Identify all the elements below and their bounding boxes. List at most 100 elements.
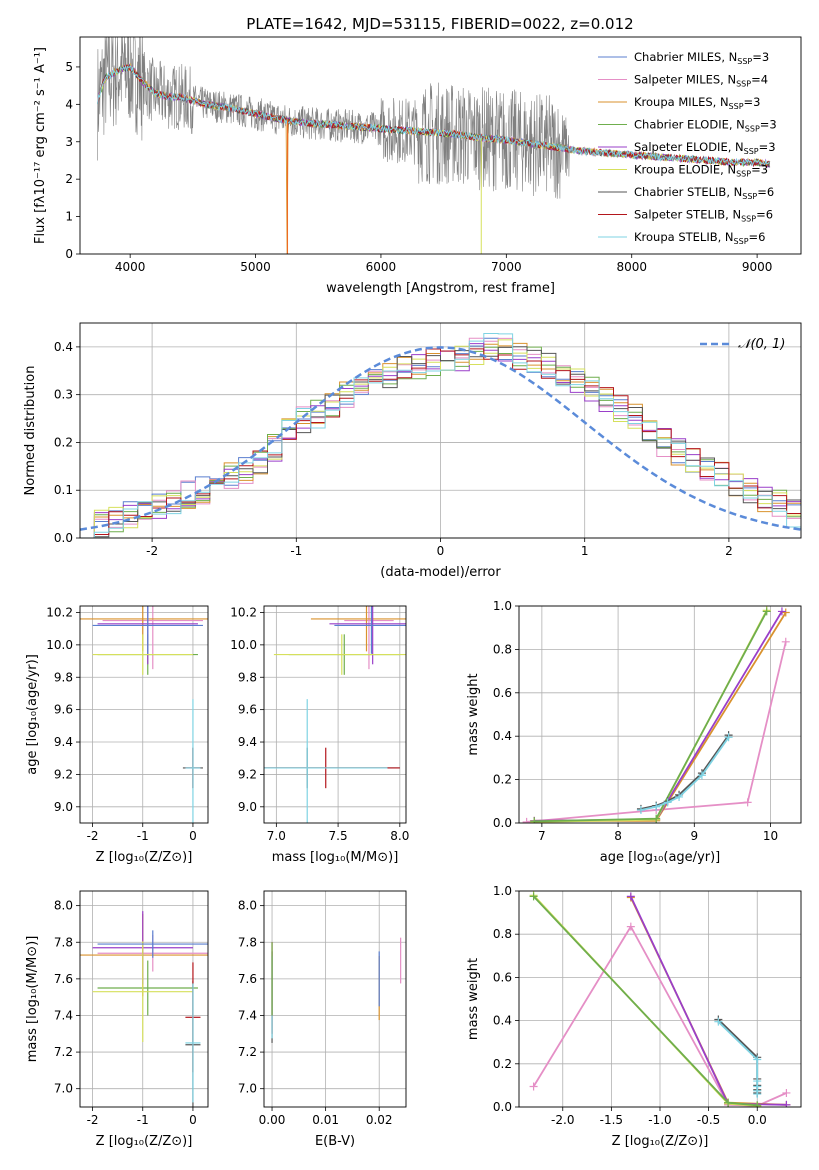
x-tick-label: -1 [137,829,149,843]
mass-weight-point [753,1101,762,1107]
y-tick-label: 0.4 [493,729,512,743]
y-tick-label: 0.6 [493,970,512,984]
y-tick-label: 0.0 [493,816,512,830]
y-tick-label: 0.6 [493,686,512,700]
y-tick-label: 8.0 [54,899,73,913]
mass-weight-point [762,607,771,616]
mass_vs_Z-axes: -2 -1 0 7.0 7.2 7.4 7.6 7.8 8.0 Z [log₁₀(Z/Z⊙)] ma… [25,890,209,1149]
y-tick-label: 0.8 [493,642,512,656]
x-tick-label: 10 [763,829,778,843]
mass-weight-point [781,608,790,617]
y-tick-label: 0 [65,247,73,261]
y-tick-label: 0.4 [54,340,73,354]
y-tick-label: 9.6 [54,703,73,717]
x-tick-label: 0 [437,544,445,558]
x-tick-label: -1.5 [600,1113,623,1127]
mass-weight-point [777,607,786,616]
legend-label: Salpeter STELIB, NSSP=6 [634,208,773,224]
x-tick-label: 0.0 [748,1113,767,1127]
residual-histogram [80,333,801,538]
mass-weight-point [529,1082,538,1091]
spectrum-axes: 4000 5000 6000 7000 8000 9000 0 1 2 3 4 5 wavelength… [33,36,802,296]
mass-weight-point [782,1100,791,1107]
y-tick-label: 7.8 [238,935,257,949]
x-tick-label: -2.0 [551,1113,574,1127]
y-axis-label: Normed distribution [23,366,38,496]
y-tick-label: 0.2 [493,773,512,787]
y-tick-label: 9.0 [54,800,73,814]
residual-histogram [80,348,801,538]
x-tick-label: -1.0 [648,1113,671,1127]
y-tick-label: 9.2 [238,767,257,781]
y-tick-label: 10.2 [230,605,257,619]
mass_weight_vs_age-frame [518,605,802,824]
y-tick-label: 9.6 [238,703,257,717]
mass-weight-point [782,1088,791,1097]
x-axis-label: Z [log₁₀(Z/Z⊙)] [612,1134,709,1149]
x-tick-label: 6000 [366,260,397,274]
x-tick-label: 2 [725,544,733,558]
mass-weight-point [522,817,531,823]
x-tick-label: 7.5 [329,829,348,843]
y-axis-label: mass weight [466,673,481,755]
y-tick-label: 7.0 [238,1082,257,1096]
x-axis-label: (data-model)/error [380,565,501,580]
mass-weight-point [714,1017,723,1026]
y-tick-label: 3 [65,135,73,149]
y-tick-label: 0.3 [54,388,73,402]
x-tick-label: 8 [614,829,622,843]
x-tick-label: -2 [146,544,158,558]
spectrum-legend: Chabrier MILES, NSSP=3 Salpeter MILES, NS… [598,50,777,246]
mass_weight_vs_age-axes: 7 8 9 10 0.0 0.2 0.4 0.6 0.8 1.0 age [log₁₀(age/yr… [466,599,802,865]
y-tick-label: 7.2 [54,1045,73,1059]
y-tick-label: 1 [65,210,73,224]
mass-weight-point [626,892,635,901]
y-tick-label: 7.4 [238,1008,257,1022]
x-tick-label: 9 [690,829,698,843]
mass_weight_vs_Z-plot-area [529,891,791,1107]
mass-weight-point [636,805,645,814]
residuals-plot-area [80,333,801,538]
x-tick-label: 0 [189,829,197,843]
x-tick-label: 7.0 [267,829,286,843]
x-tick-label: 8000 [616,260,647,274]
legend-label: Salpeter MILES, NSSP=4 [634,73,768,89]
x-tick-label: -1 [137,1113,149,1127]
spectrum-frame [79,36,802,255]
x-tick-label: -2 [87,1113,99,1127]
y-axis-label: Flux [fλ10⁻¹⁷ erg cm⁻² s⁻¹ A⁻¹] [33,47,48,244]
y-axis-label: mass [log₁₀(M/M⊙)] [25,936,40,1063]
y-tick-label: 9.2 [54,767,73,781]
mass-weight-point [675,792,684,801]
y-tick-label: 7.4 [54,1008,73,1022]
legend-label: 𝒩(0, 1) [738,337,785,352]
x-tick-label: 0.00 [259,1113,286,1127]
mass_vs_ebv-frame [263,890,407,1108]
x-tick-label: 7 [538,829,546,843]
y-tick-label: 0.1 [54,483,73,497]
age_vs_mass-plot-area [264,606,406,823]
x-tick-label: -1 [290,544,302,558]
y-tick-label: 9.8 [54,670,73,684]
x-tick-label: 7000 [491,260,522,274]
residuals-frame [79,322,802,539]
mass_weight_vs_Z-axes: -2.0 -1.5 -1.0 -0.5 0.0 0.0 0.2 0.4 0.6 0.8 1.0 Z [… [466,884,802,1149]
y-tick-label: 7.6 [238,972,257,986]
legend-label: Chabrier MILES, NSSP=3 [634,50,769,66]
model-spectrum-line [97,65,771,167]
spectrum-plot-area [97,37,771,254]
mass-weight-point [697,771,706,780]
y-tick-label: 7.0 [54,1082,73,1096]
y-tick-label: 7.2 [238,1045,257,1059]
y-tick-label: 9.0 [238,800,257,814]
mass-weight-point [781,637,790,646]
x-tick-label: 5000 [240,260,271,274]
age_vs_mass-axes: 7.0 7.5 8.0 9.0 9.2 9.4 9.6 9.8 10.0 10.2 mass [lo… [230,605,409,865]
legend-label: Chabrier STELIB, NSSP=6 [634,185,774,201]
y-tick-label: 1.0 [493,599,512,613]
mass-weight-point [753,1090,762,1099]
x-tick-label: 0 [189,1113,197,1127]
mass_vs_Z-plot-area [80,911,208,1107]
mass_weight_vs_age-plot-area [522,606,790,823]
